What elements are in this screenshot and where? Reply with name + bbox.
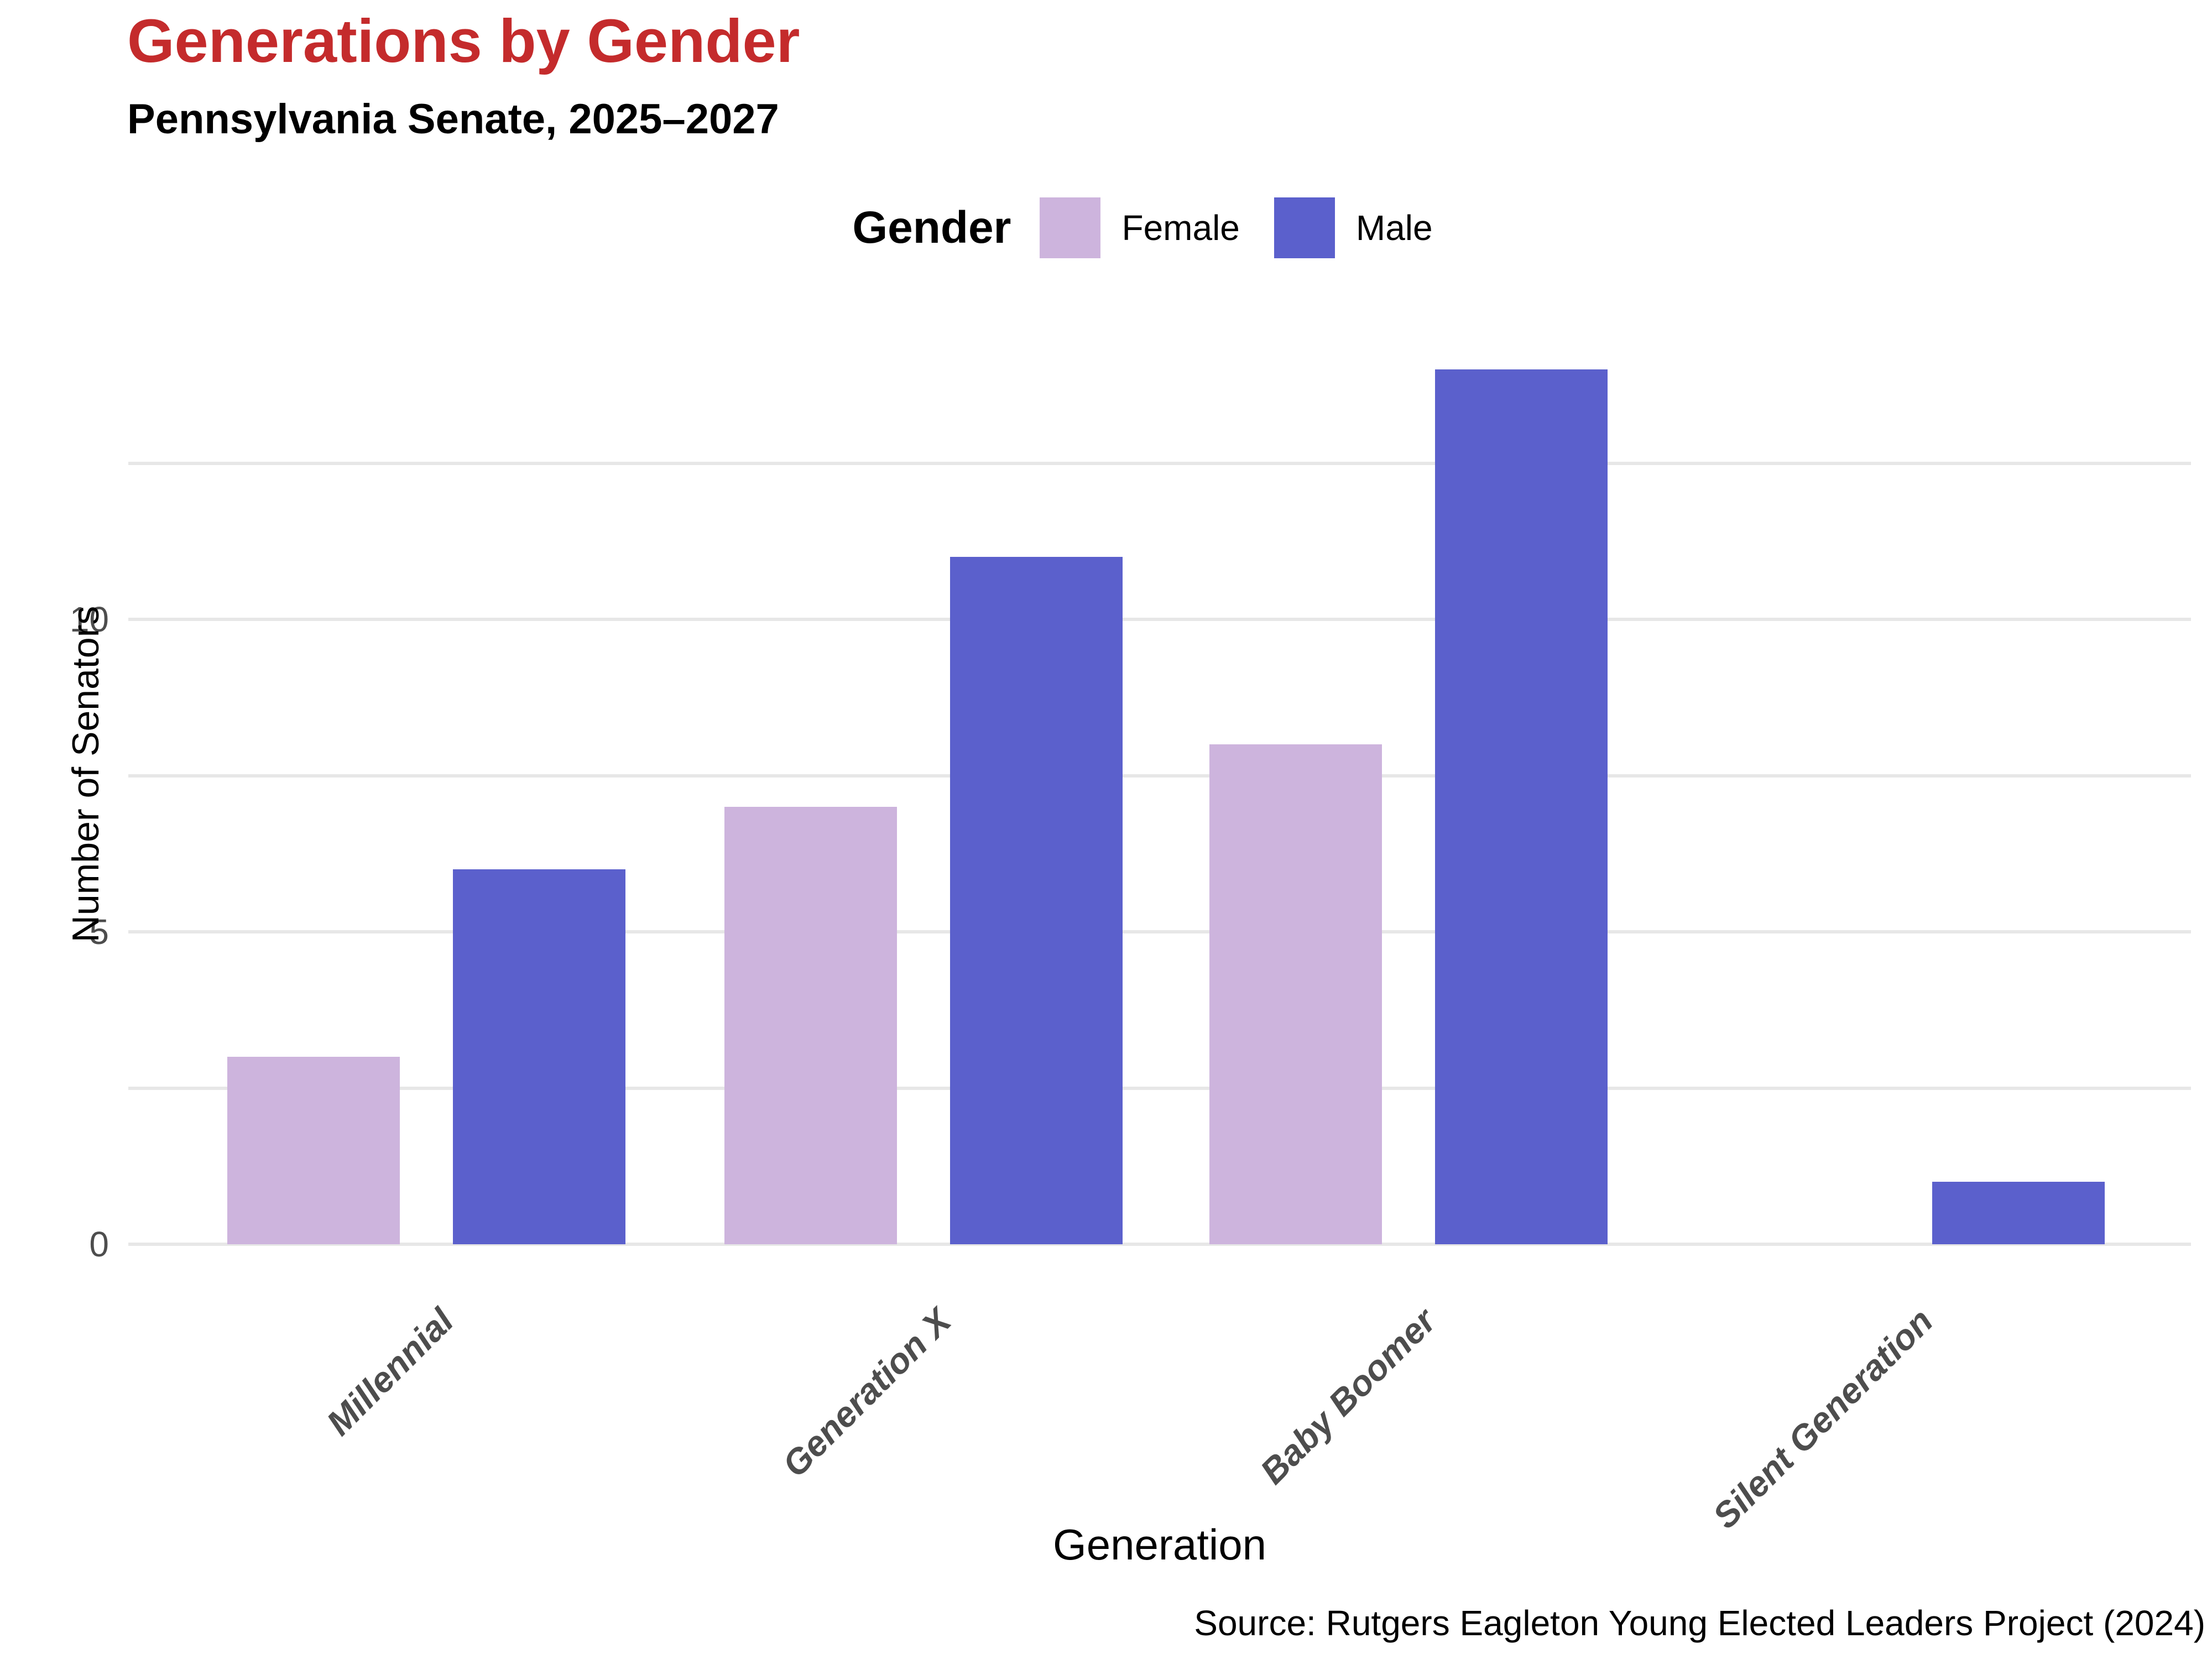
legend-swatch-female xyxy=(1040,197,1101,258)
y-axis-title: Number of Senators xyxy=(65,606,107,943)
x-tick-label-silent-generation: Silent Generation xyxy=(1705,1301,1941,1536)
gridline-7-5 xyxy=(128,774,2191,778)
bar-female-millennial xyxy=(227,1057,400,1244)
legend-label-male: Male xyxy=(1355,208,1433,248)
bar-male-baby-boomer xyxy=(1435,369,1608,1244)
bar-female-generation-x xyxy=(724,807,897,1244)
gridline-2-5 xyxy=(128,1086,2191,1090)
source-caption: Source: Rutgers Eagleton Young Elected L… xyxy=(1194,1603,2205,1643)
legend-items: Female Male xyxy=(1040,197,1467,258)
legend-swatch-male xyxy=(1274,197,1335,258)
legend-label-female: Female xyxy=(1121,208,1240,248)
bar-male-silent-generation xyxy=(1932,1182,2105,1244)
x-tick-label-baby-boomer: Baby Boomer xyxy=(1252,1301,1444,1492)
legend-title: Gender xyxy=(852,202,1011,253)
gridline-12-5 xyxy=(128,461,2191,465)
legend-item-female: Female xyxy=(1040,197,1240,258)
chart-subtitle: Pennsylvania Senate, 2025–2027 xyxy=(127,96,779,143)
x-tick-label-millennial: Millennial xyxy=(319,1301,462,1443)
gridline-5 xyxy=(128,930,2191,933)
y-tick-label-5: 5 xyxy=(89,912,109,952)
gridline-0 xyxy=(128,1243,2191,1246)
legend-item-male: Male xyxy=(1274,197,1433,258)
y-tick-label-10: 10 xyxy=(69,599,109,639)
bar-male-millennial xyxy=(453,869,625,1244)
y-tick-label-0: 0 xyxy=(89,1224,109,1264)
x-axis-title: Generation xyxy=(1053,1520,1266,1569)
plot-area xyxy=(128,307,2191,1246)
bar-male-generation-x xyxy=(950,557,1123,1244)
legend: Gender Female Male xyxy=(128,195,2191,261)
bar-female-baby-boomer xyxy=(1209,744,1382,1244)
chart-title: Generations by Gender xyxy=(127,7,800,75)
x-tick-label-generation-x: Generation X xyxy=(774,1301,959,1485)
gridline-10 xyxy=(128,618,2191,621)
